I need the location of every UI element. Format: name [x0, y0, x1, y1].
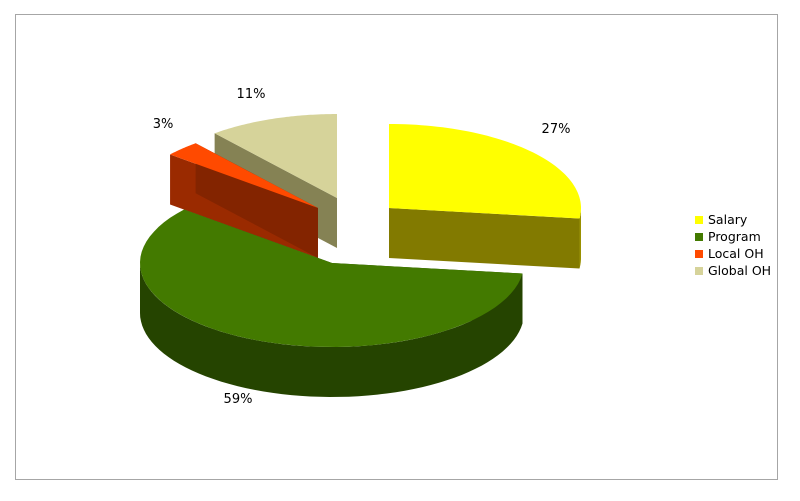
- pie-slice-local-oh: [170, 143, 318, 258]
- slice-outer-wall: [140, 263, 523, 397]
- pie-slice-program: [140, 209, 523, 397]
- legend-label: Program: [708, 229, 761, 244]
- data-label-salary: 27%: [542, 122, 571, 137]
- legend-swatch: [695, 266, 703, 275]
- legend-item-program: Program: [695, 228, 771, 245]
- slice-top-face: [140, 209, 523, 347]
- legend-swatch: [695, 215, 703, 224]
- slice-side-wall: [389, 208, 580, 269]
- legend-label: Local OH: [708, 246, 764, 261]
- slice-top-face: [214, 114, 337, 198]
- legend-label: Global OH: [708, 263, 772, 278]
- pie-slice-salary: [389, 124, 581, 269]
- legend-item-local-oh: Local OH: [695, 245, 771, 262]
- legend-item-global-oh: Global OH: [695, 262, 771, 279]
- legend-item-salary: Salary: [695, 211, 771, 228]
- legend-label: Salary: [708, 212, 748, 227]
- slice-top-face: [170, 143, 318, 208]
- legend-swatch: [695, 232, 703, 241]
- slice-outer-wall: [579, 208, 581, 269]
- data-label-local-oh: 3%: [153, 117, 174, 132]
- data-label-program: 59%: [224, 392, 253, 407]
- slice-top-face: [389, 124, 581, 219]
- data-label-global-oh: 11%: [237, 87, 266, 102]
- legend-swatch: [695, 249, 703, 258]
- legend: Salary Program Local OH Global OH: [695, 211, 771, 279]
